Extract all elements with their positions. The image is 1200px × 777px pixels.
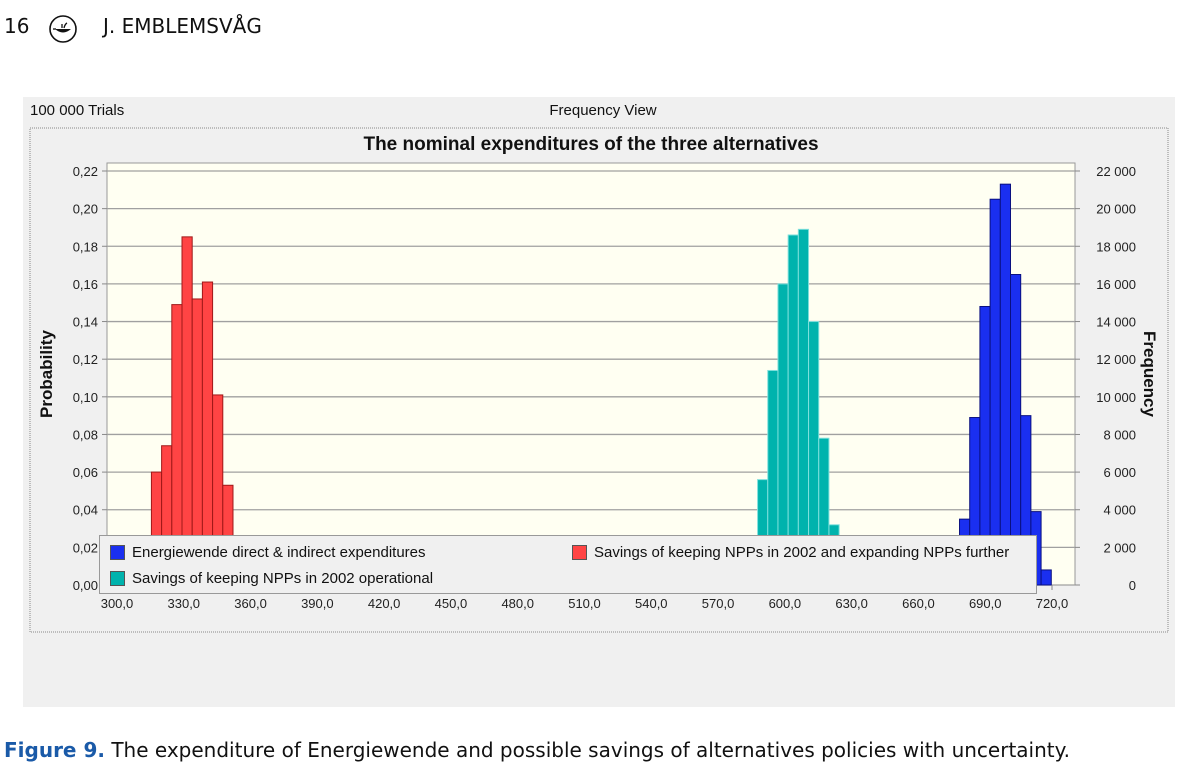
- histogram-bar-series-2: [989, 198, 1001, 586]
- legend-item-energiewende: Energiewende direct & indirect expenditu…: [110, 544, 426, 561]
- histogram-bar-series-1: [797, 228, 810, 586]
- y-right-tick-label: 20 000: [1096, 202, 1136, 217]
- legend: Energiewende direct & indirect expenditu…: [99, 535, 1037, 594]
- y-tick-label: 0,04: [73, 503, 98, 518]
- x-tick-label: 510,0: [568, 596, 601, 611]
- histogram-bar-series-0: [181, 236, 193, 586]
- y-tick-label: 0,22: [73, 164, 98, 179]
- y-right-tick-label: 6 000: [1103, 465, 1136, 480]
- x-tick-label: 660,0: [902, 596, 935, 611]
- x-tick-label: 330,0: [168, 596, 201, 611]
- x-tick-label: 600,0: [769, 596, 802, 611]
- caption-label: Figure 9.: [4, 738, 105, 762]
- oil-lamp-icon: [49, 15, 77, 43]
- view-label: Frequency View: [549, 102, 657, 119]
- legend-item-npp-2002: Savings of keeping NPPs in 2002 operatio…: [110, 570, 433, 587]
- x-tick-label: 420,0: [368, 596, 401, 611]
- y-axis-right-label: Frequency: [1140, 331, 1159, 418]
- y-tick-label: 0,08: [73, 427, 98, 442]
- running-head-author: J. EMBLEMSVÅG: [103, 14, 262, 38]
- legend-item-npp-expand: Savings of keeping NPPs in 2002 and expa…: [572, 544, 1009, 561]
- x-tick-label: 720,0: [1036, 596, 1069, 611]
- y-right-tick-label: 16 000: [1096, 277, 1136, 292]
- x-tick-label: 390,0: [301, 596, 334, 611]
- y-tick-label: 0,06: [73, 465, 98, 480]
- x-tick-label: 300,0: [101, 596, 134, 611]
- plot-area: [106, 162, 1076, 586]
- legend-text: Energiewende direct & indirect expenditu…: [132, 544, 426, 561]
- trials-label: 100 000 Trials: [30, 102, 125, 119]
- histogram-bar-series-2: [1040, 569, 1052, 586]
- legend-text: Savings of keeping NPPs in 2002 operatio…: [132, 570, 434, 587]
- legend-swatch: [110, 545, 125, 560]
- y-right-tick-label: 4 000: [1103, 503, 1136, 518]
- y-tick-label: 0,14: [73, 315, 98, 330]
- y-tick-label: 0,10: [73, 390, 98, 405]
- histogram-bar-series-2: [999, 183, 1012, 586]
- histogram-bar-series-1: [787, 234, 799, 586]
- x-tick-label: 360,0: [234, 596, 267, 611]
- legend-swatch: [110, 571, 125, 586]
- y-right-tick-label: 12 000: [1096, 352, 1136, 367]
- y-right-tick-label: 8 000: [1103, 427, 1136, 442]
- y-right-tick-label: 2 000: [1103, 540, 1136, 555]
- y-tick-label: 0,20: [73, 202, 98, 217]
- y-right-tick-label: 22 000: [1096, 164, 1136, 179]
- y-axis-label: Probability: [37, 330, 56, 418]
- y-right-tick-label: 0: [1129, 578, 1136, 593]
- legend-swatch: [572, 545, 587, 560]
- x-tick-label: 570,0: [702, 596, 735, 611]
- legend-text: Savings of keeping NPPs in 2002 and expa…: [594, 544, 1010, 561]
- x-tick-label: 690,0: [969, 596, 1002, 611]
- y-tick-label: 0,16: [73, 277, 98, 292]
- y-right-tick-label: 14 000: [1096, 315, 1136, 330]
- y-tick-label: 0,00: [73, 578, 98, 593]
- y-right-tick-label: 10 000: [1096, 390, 1136, 405]
- y-right-tick-label: 18 000: [1096, 239, 1136, 254]
- x-tick-label: 540,0: [635, 596, 668, 611]
- x-tick-label: 630,0: [835, 596, 868, 611]
- y-tick-label: 0,18: [73, 239, 98, 254]
- figure-caption: Figure 9. The expenditure of Energiewend…: [4, 738, 1070, 762]
- page-number: 16: [4, 14, 30, 38]
- x-tick-label: 480,0: [501, 596, 534, 611]
- caption-text: The expenditure of Energiewende and poss…: [104, 738, 1070, 762]
- chart-border: [29, 127, 1169, 633]
- x-tick-label: 450,0: [435, 596, 468, 611]
- y-tick-label: 0,12: [73, 352, 98, 367]
- y-tick-label: 0,02: [73, 540, 98, 555]
- chart-title: The nominal expenditures of the three al…: [363, 134, 818, 155]
